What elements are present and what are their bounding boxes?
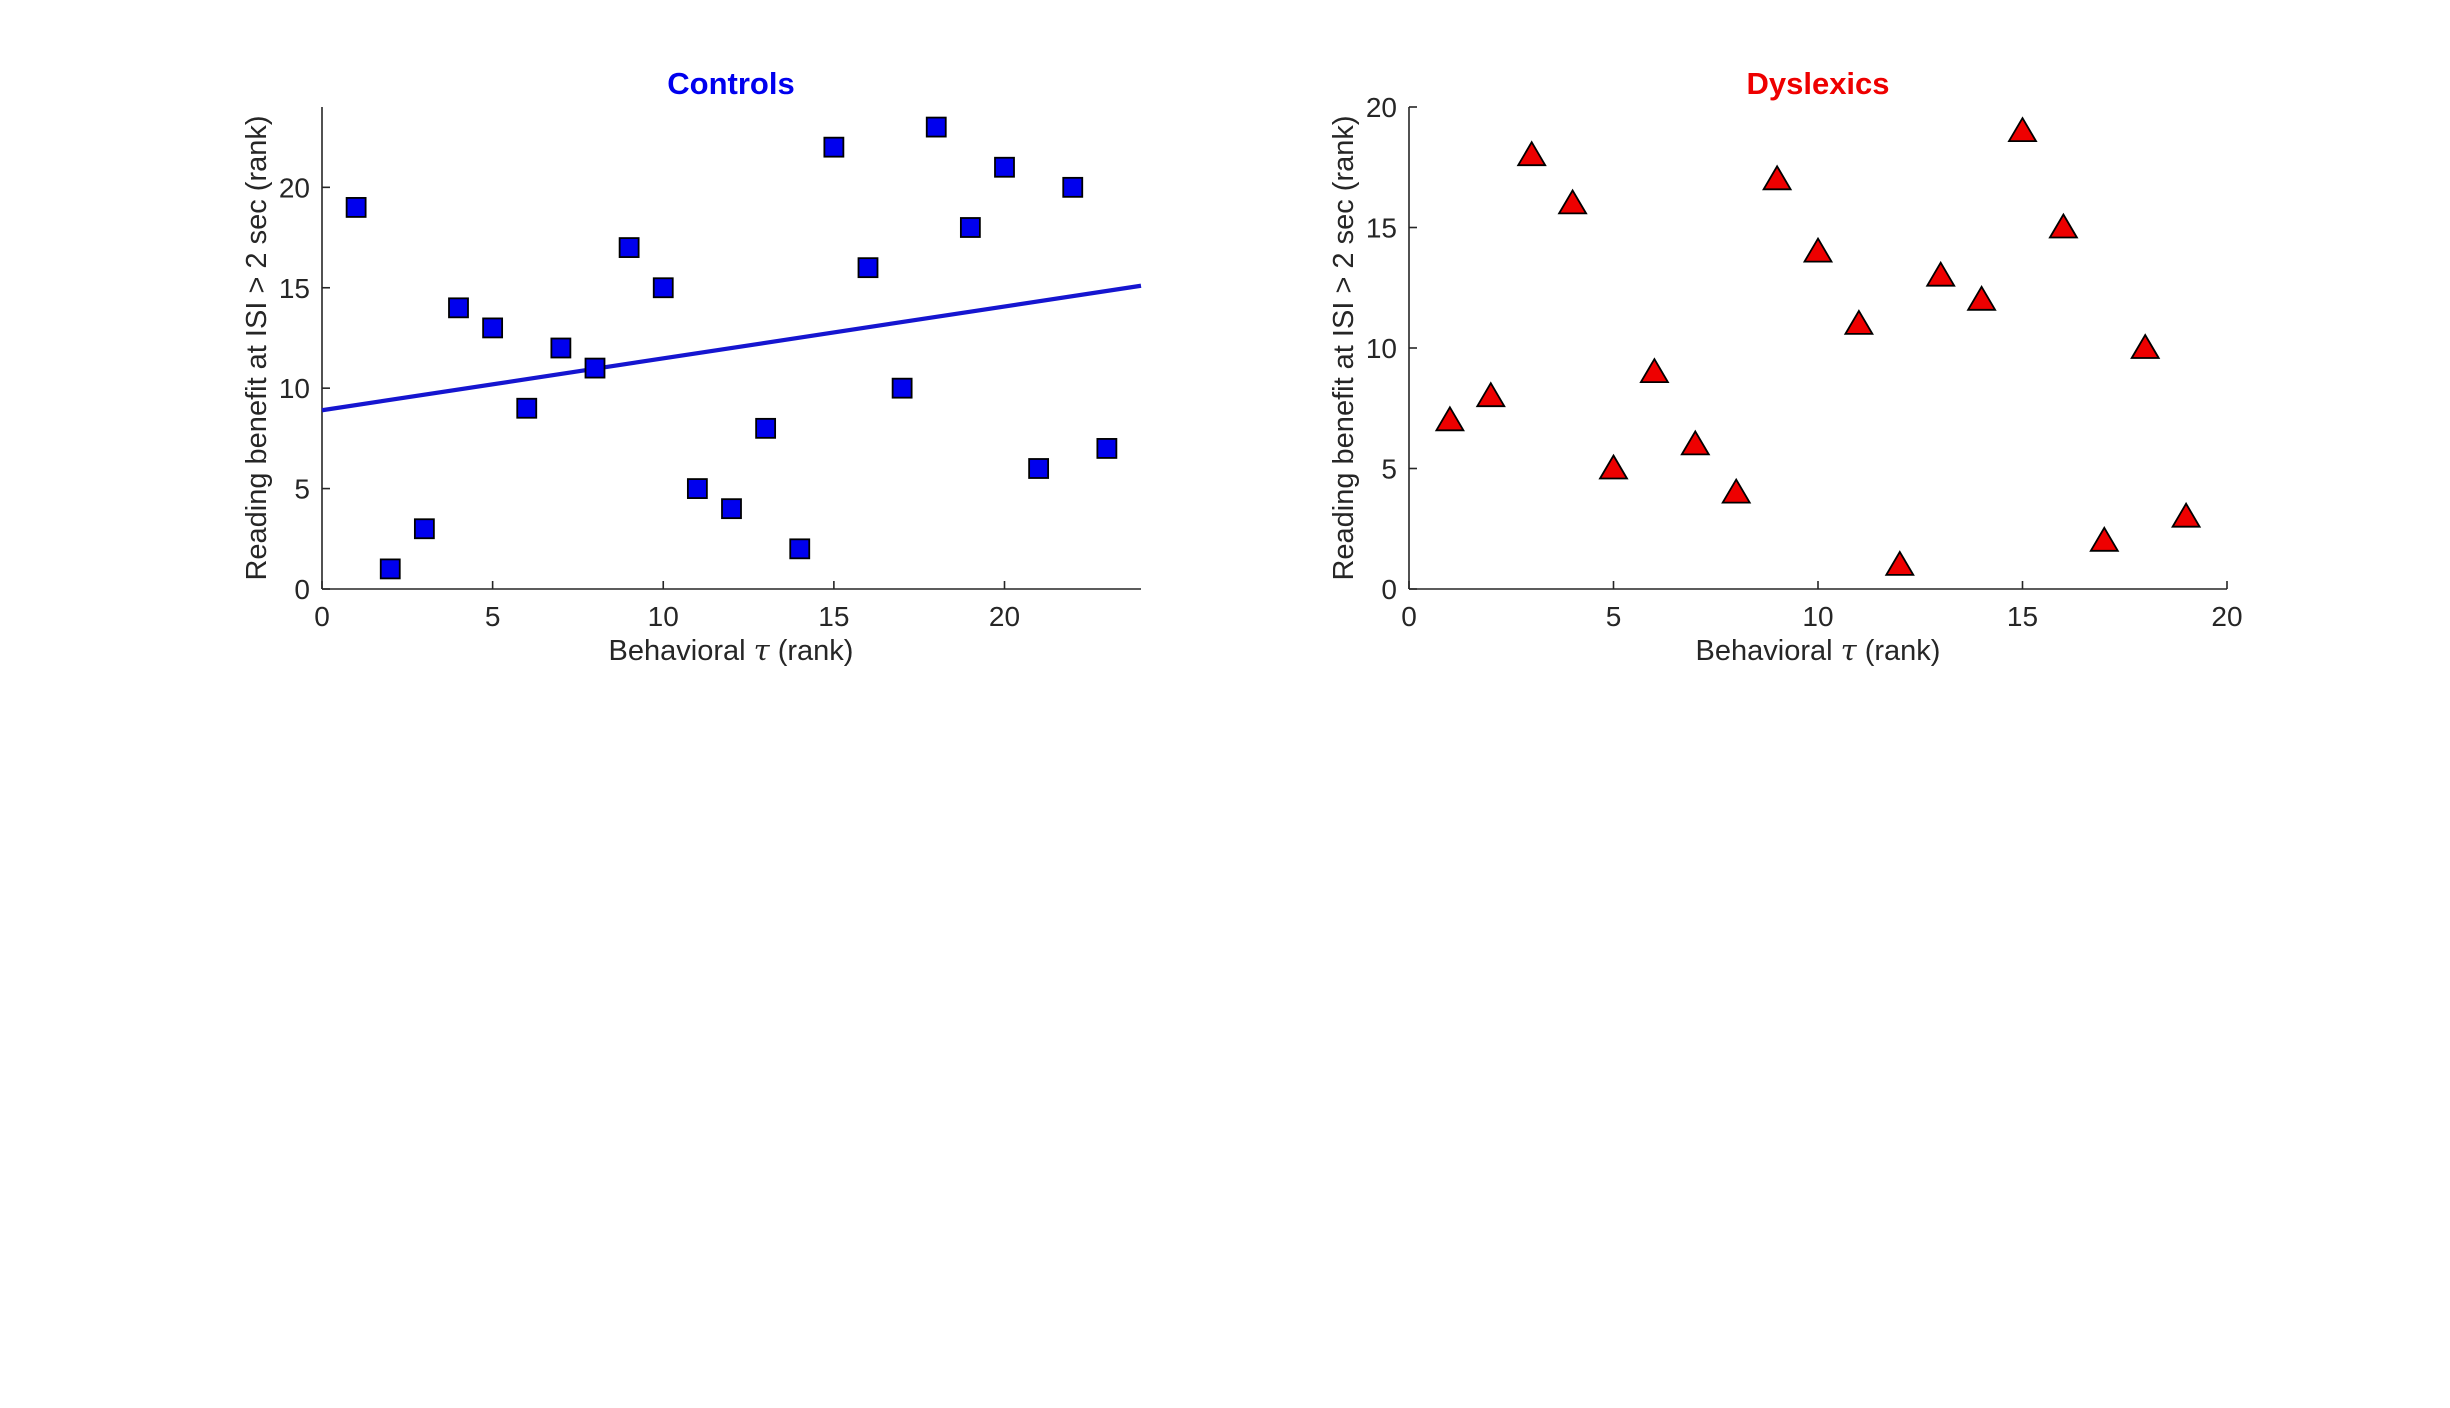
controls-x-label-symbol: τ (754, 633, 771, 667)
dyslexics-y-tick-label: 5 (1381, 454, 1397, 485)
controls-data-point (652, 277, 674, 299)
dyslexics-data-point (1884, 550, 1915, 576)
dyslexics-data-point (2007, 116, 2038, 143)
dyslexics-y-tick-label: 15 (1366, 213, 1397, 244)
dyslexics-data-point (1557, 188, 1588, 215)
controls-y-tick-label: 0 (294, 574, 310, 605)
dyslexics-y-tick-label: 20 (1366, 92, 1397, 123)
dyslexics-data-point (2130, 333, 2161, 359)
controls-data-point (755, 417, 777, 439)
dyslexics-data-point (1925, 260, 1956, 287)
dyslexics-data-point (1598, 453, 1629, 480)
dyslexics-y-tick-label: 10 (1366, 333, 1397, 364)
dyslexics-data-point (1843, 309, 1874, 335)
controls-data-point (482, 317, 504, 339)
controls-data-point (584, 357, 606, 379)
controls-x-tick-label: 0 (314, 601, 330, 632)
controls-x-label-suffix: (rank) (770, 635, 854, 667)
controls-y-tick-label: 20 (279, 172, 310, 203)
controls-y-tick-label: 5 (294, 474, 310, 505)
controls-data-point (1062, 176, 1084, 198)
dyslexics-x-label-suffix: (rank) (1857, 635, 1941, 667)
controls-x-axis-label: Behavioral τ (rank) (609, 633, 854, 667)
dyslexics-plot-area (1434, 116, 2202, 576)
controls-fit-line (321, 283, 1142, 413)
controls-y-tick-label: 15 (279, 273, 310, 304)
dyslexics-data-point (2048, 212, 2079, 239)
controls-data-point (379, 558, 401, 580)
dyslexics-x-tick-label: 0 (1401, 601, 1417, 632)
controls-data-point (959, 217, 981, 238)
controls-panel: Controls Behavioral τ (rank) Reading ben… (241, 66, 1142, 667)
dyslexics-data-point (1434, 405, 1465, 432)
dyslexics-x-label-prefix: Behavioral (1696, 635, 1841, 667)
dyslexics-data-point (2089, 526, 2120, 552)
dyslexics-data-point (1680, 429, 1711, 456)
controls-data-point (1028, 458, 1050, 479)
dyslexics-y-tick-label: 0 (1381, 574, 1397, 605)
controls-x-tick-label: 20 (989, 601, 1020, 632)
controls-data-point (857, 257, 879, 279)
controls-data-point (789, 538, 811, 560)
controls-x-tick-label: 5 (485, 601, 501, 632)
dyslexics-data-point (2171, 501, 2202, 528)
dyslexics-x-tick-label: 10 (1802, 601, 1833, 632)
controls-data-point (550, 337, 572, 359)
controls-x-tick-label: 10 (648, 601, 679, 632)
dyslexics-title: Dyslexics (1746, 66, 1889, 101)
dyslexics-x-axis-label: Behavioral τ (rank) (1696, 633, 1941, 667)
controls-y-tick-label: 10 (279, 373, 310, 404)
controls-data-point (721, 498, 742, 520)
controls-x-label-prefix: Behavioral (609, 635, 754, 667)
dyslexics-x-label-symbol: τ (1841, 633, 1858, 667)
controls-title: Controls (667, 66, 794, 101)
dyslexics-data-point (1721, 477, 1752, 504)
controls-data-point (925, 116, 947, 138)
dyslexics-axes: 0 5 10 15 20 0 5 10 15 20 (1366, 92, 2243, 632)
controls-data-point (823, 136, 845, 158)
dyslexics-x-tick-label: 20 (2211, 601, 2242, 632)
dyslexics-data-point (1475, 381, 1506, 408)
controls-plot-area (321, 116, 1142, 580)
controls-data-point (1096, 438, 1118, 459)
controls-x-tick-label: 15 (818, 601, 849, 632)
dyslexics-data-point (1639, 357, 1670, 384)
dyslexics-data-point (1516, 140, 1547, 167)
controls-data-point (345, 197, 367, 218)
controls-y-axis-label: Reading benefit at ISI > 2 sec (rank) (241, 115, 273, 580)
dyslexics-data-point (1966, 285, 1997, 311)
dyslexics-x-tick-label: 5 (1606, 601, 1622, 632)
controls-data-point (994, 156, 1015, 178)
controls-axes: 0 5 10 15 20 0 5 10 15 20 (279, 107, 1141, 632)
controls-data-point (891, 377, 913, 399)
dyslexics-y-axis-label: Reading benefit at ISI > 2 sec (rank) (1328, 115, 1360, 580)
controls-data-point (618, 237, 640, 258)
dyslexics-data-point (1802, 236, 1834, 263)
controls-data-point (413, 518, 435, 540)
dyslexics-panel: Dyslexics Behavioral τ (rank) Reading be… (1328, 66, 2243, 667)
controls-data-point (516, 397, 538, 419)
dyslexics-x-tick-label: 15 (2007, 601, 2038, 632)
controls-data-point (448, 297, 469, 319)
dyslexics-data-point (1762, 164, 1793, 191)
controls-data-point (686, 478, 708, 499)
